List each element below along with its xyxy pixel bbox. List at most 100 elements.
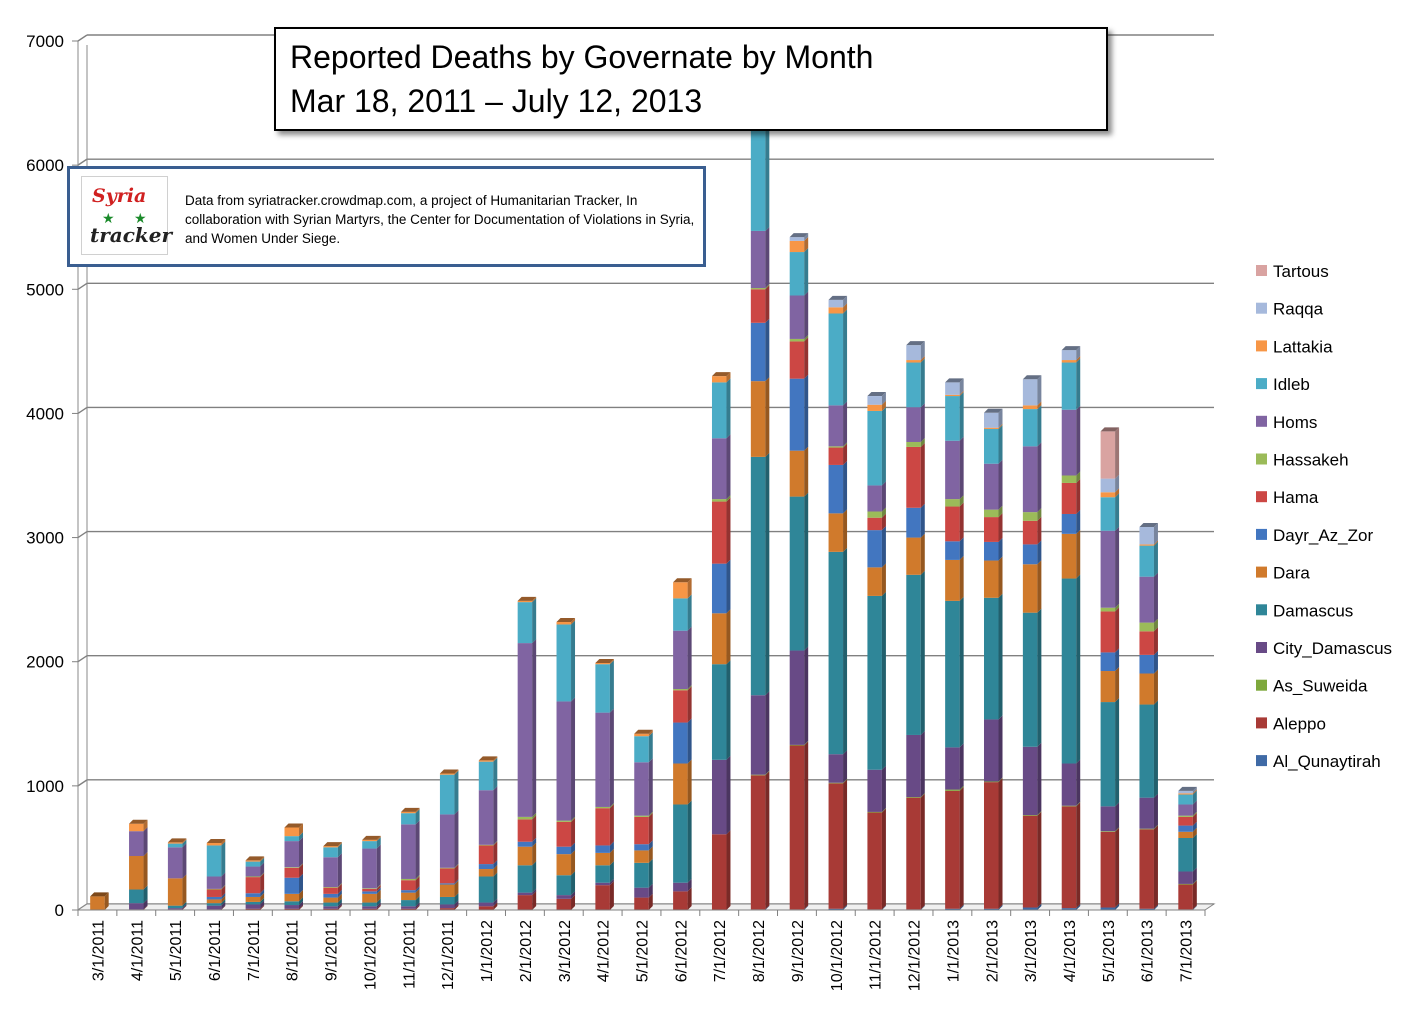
bar-segment-side — [1037, 442, 1042, 513]
bar-segment-side — [1076, 358, 1081, 410]
bar-segment — [1022, 815, 1038, 908]
bar-segment-side — [493, 872, 498, 903]
x-tick-label: 11/1/2011 — [401, 920, 418, 989]
bar-segment-side — [454, 863, 459, 869]
bar-segment — [362, 891, 377, 894]
bar-segment-side — [415, 820, 420, 879]
bar-segment — [1061, 362, 1077, 410]
bar-segment — [284, 905, 299, 909]
bar-segment-side — [221, 884, 226, 890]
bar-segment — [1139, 622, 1154, 632]
bar-segment-side — [376, 844, 381, 889]
bar-segment — [1100, 530, 1116, 608]
bar-segment-side — [959, 596, 964, 748]
bar-segment — [517, 892, 533, 896]
legend-label: As_Suweida — [1273, 677, 1368, 696]
bar-segment-side — [920, 730, 925, 798]
bar-stack — [323, 842, 342, 910]
bar-segment — [284, 908, 299, 910]
bar-segment-side — [1192, 833, 1197, 872]
bar-segment-side — [648, 812, 653, 845]
bar-segment — [984, 428, 999, 464]
bar-segment — [1022, 379, 1038, 406]
bar-segment — [478, 845, 494, 865]
bar-segment — [284, 841, 299, 868]
bar-segment-side — [454, 900, 459, 909]
legend-label: Dara — [1273, 564, 1310, 583]
bar-segment — [1061, 350, 1077, 361]
bar-segment — [362, 908, 377, 910]
gridline-depth — [77, 282, 88, 290]
bar-segment — [129, 823, 144, 832]
bar-segment — [1100, 497, 1116, 531]
gridline-depth — [77, 158, 88, 166]
bar-segment — [906, 574, 921, 735]
bar-segment-side — [920, 793, 925, 798]
x-tick-label: 2/1/2012 — [518, 920, 535, 982]
bar-segment — [750, 695, 766, 775]
bar-segment-side — [648, 893, 653, 910]
bar-segment — [1100, 907, 1116, 910]
bar-segment-side — [1076, 478, 1081, 514]
bar-segment-side — [920, 503, 925, 538]
bar-segment-side — [571, 697, 576, 821]
bar-segment — [556, 820, 572, 822]
bar-segment — [789, 341, 805, 379]
bar-segment-side — [415, 809, 420, 825]
bar-segment-side — [571, 817, 576, 847]
bar-segment-side — [1037, 540, 1042, 565]
bar-segment-side — [920, 905, 925, 910]
bar-segment — [867, 396, 882, 405]
bar-segment — [1139, 828, 1154, 830]
bar-segment-side — [1153, 824, 1158, 830]
bar-segment-side — [1076, 509, 1081, 534]
bar-stack — [595, 658, 614, 910]
x-tick-label: 5/1/2013 — [1101, 920, 1118, 982]
bar-segment — [129, 889, 144, 904]
bar-segment — [984, 597, 999, 720]
legend-swatch — [1256, 566, 1267, 578]
bar-segment — [673, 891, 688, 910]
bar-segment-side — [726, 372, 731, 383]
bar-segment — [595, 865, 610, 883]
bar-stack — [167, 838, 187, 910]
bar-segment-side — [998, 778, 1003, 909]
bar-segment-side — [143, 827, 148, 856]
bar-segment-side — [1192, 867, 1197, 884]
bar-segment-side — [609, 804, 614, 846]
bar-segment-side — [1037, 608, 1042, 747]
bar-segment-side — [298, 832, 303, 842]
bar-segment-side — [687, 626, 692, 690]
bar-segment — [439, 814, 455, 868]
x-tick-label: 5/1/2012 — [635, 920, 652, 982]
bar-segment — [1022, 907, 1038, 910]
bar-segment-side — [221, 838, 226, 846]
bar-segment-side — [493, 786, 498, 845]
bar-segment-side — [998, 423, 1003, 429]
bar-top-face — [323, 842, 342, 847]
bar-segment-side — [415, 874, 420, 881]
bar-segment — [595, 664, 610, 713]
bar-segment-side — [804, 905, 809, 910]
bar-segment — [673, 804, 688, 883]
bar-segment — [556, 846, 572, 855]
bar-segment-side — [920, 358, 925, 408]
bar-segment-side — [726, 495, 731, 502]
bar-segment — [595, 808, 610, 846]
bar-segment-side — [571, 842, 576, 855]
bar-top-face — [1178, 786, 1197, 791]
bar-segment-side — [1115, 698, 1120, 807]
x-tick-label: 7/1/2013 — [1179, 920, 1196, 982]
bar-segment-side — [1037, 401, 1042, 410]
bar-segment-side — [1192, 879, 1197, 885]
bar-segment-side — [1076, 471, 1081, 483]
bar-segment-side — [959, 785, 964, 791]
y-tick-label: 6000 — [26, 156, 64, 175]
bar-segment-side — [1037, 508, 1042, 521]
bar-segment — [634, 862, 649, 888]
bar-top-face — [1100, 427, 1120, 432]
bar-segment-side — [804, 646, 809, 745]
bar-segment-side — [609, 658, 614, 665]
bar-segment — [867, 812, 882, 910]
bar-segment — [401, 811, 416, 814]
